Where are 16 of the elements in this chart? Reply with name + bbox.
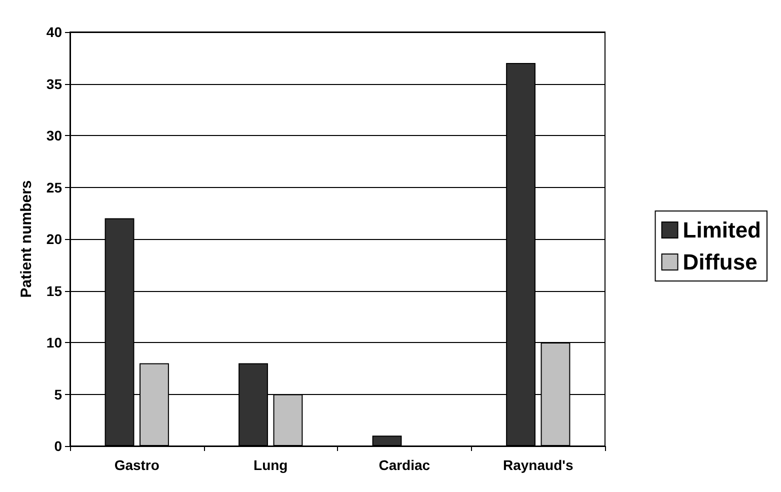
legend-label: Limited — [682, 218, 762, 242]
legend-label: Diffuse — [682, 250, 758, 274]
y-tick-label: 25 — [46, 179, 62, 196]
y-tick-label: 5 — [54, 386, 62, 402]
y-tick-label: 0 — [54, 438, 62, 454]
y-tick-label: 30 — [46, 128, 62, 144]
x-tick-label: Lung — [254, 457, 288, 473]
x-tick-label: Raynaud's — [503, 457, 574, 473]
y-tick-label: 20 — [46, 231, 62, 247]
y-tick-label: 15 — [46, 282, 62, 299]
x-tick-label: Gastro — [114, 457, 160, 473]
y-tick-label: 40 — [46, 24, 62, 40]
y-tick-label: 10 — [46, 334, 62, 350]
x-tick-label: Cardiac — [378, 457, 430, 473]
y-axis-title: Patient numbers — [18, 180, 35, 298]
y-tick-label: 35 — [46, 76, 62, 92]
